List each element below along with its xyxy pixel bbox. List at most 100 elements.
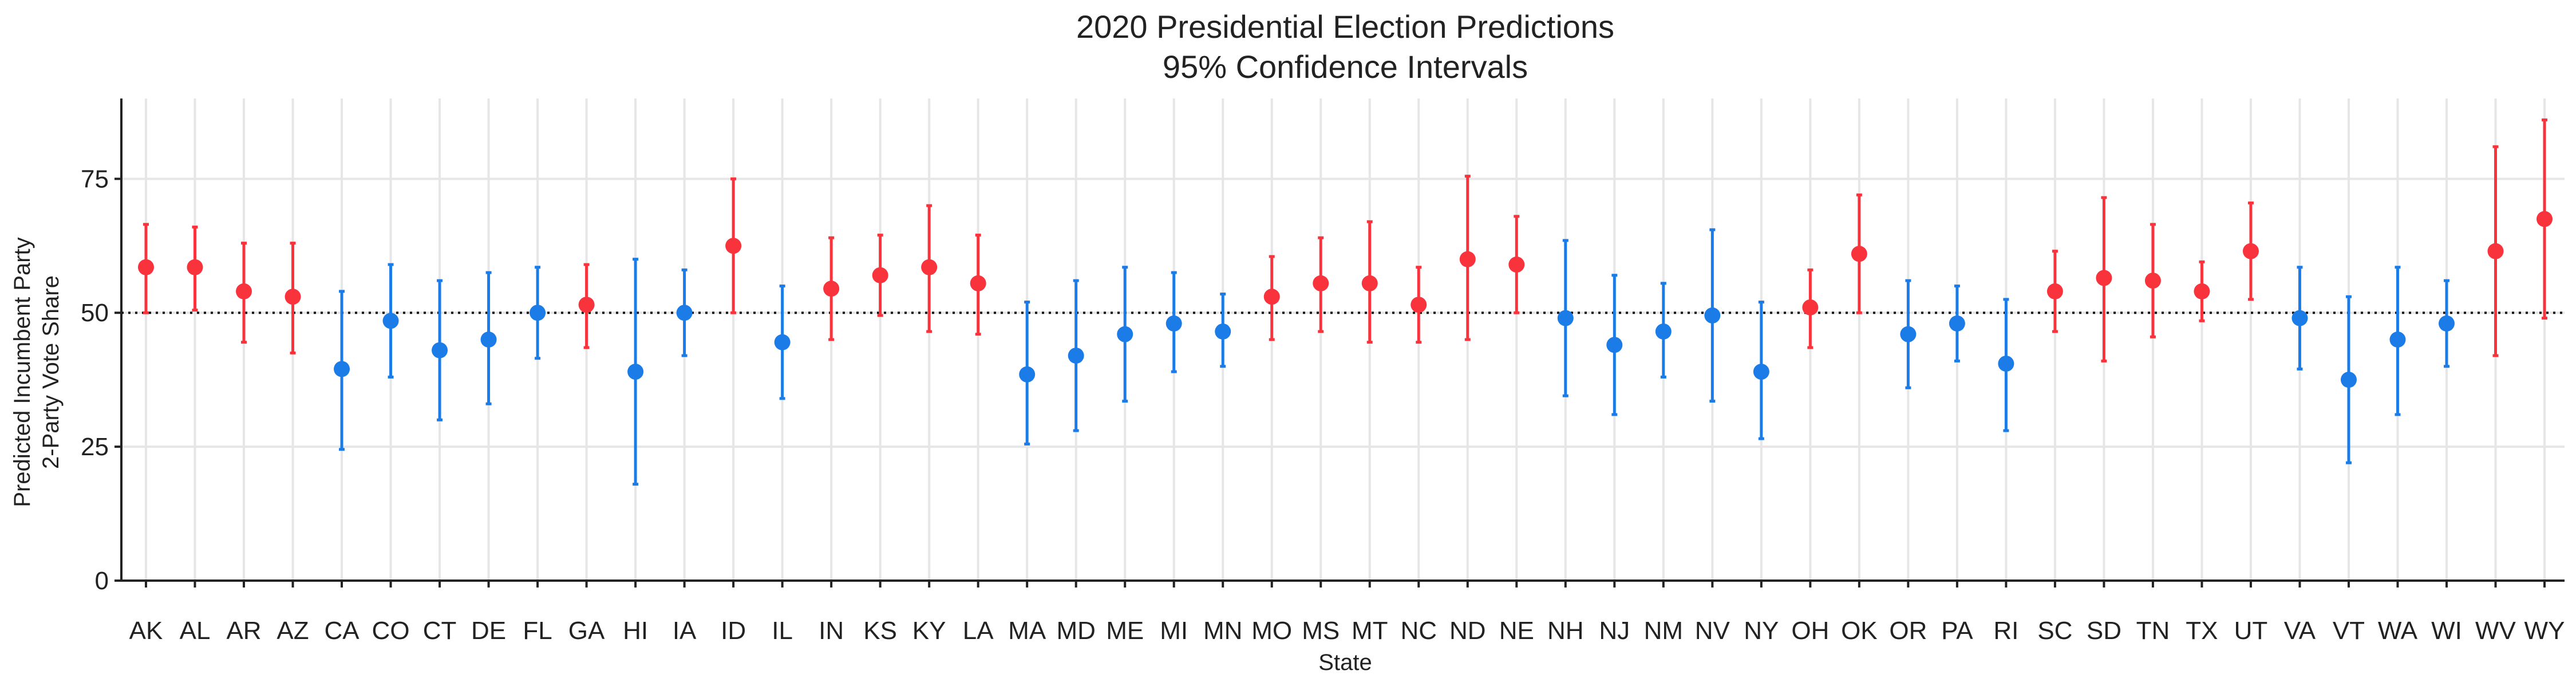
x-tick-label-NM: NM xyxy=(1644,617,1683,645)
point-NE xyxy=(1508,257,1525,273)
x-tick-label-SD: SD xyxy=(2087,617,2121,645)
point-GA xyxy=(578,297,595,313)
y-axis-title-line2: 2-Party Vote Share xyxy=(38,275,64,469)
point-CA xyxy=(334,361,350,377)
point-HI xyxy=(627,364,644,380)
x-tick-label-TX: TX xyxy=(2186,617,2218,645)
y-axis-title-line1: Predicted Incumbent Party xyxy=(10,237,35,507)
point-OK xyxy=(1851,246,1867,262)
x-tick-label-DE: DE xyxy=(471,617,506,645)
x-tick-label-ND: ND xyxy=(1449,617,1486,645)
y-tick-label-50: 50 xyxy=(81,299,109,327)
point-NV xyxy=(1704,307,1721,324)
point-ID xyxy=(725,238,742,254)
x-axis-title: State xyxy=(1318,650,1372,675)
x-tick-label-NE: NE xyxy=(1499,617,1534,645)
x-tick-label-CA: CA xyxy=(324,617,359,645)
x-tick-label-FL: FL xyxy=(523,617,552,645)
point-MO xyxy=(1263,289,1280,305)
point-TN xyxy=(2144,273,2161,289)
x-tick-label-GA: GA xyxy=(568,617,605,645)
point-VA xyxy=(2291,310,2308,326)
point-MI xyxy=(1165,315,1182,332)
x-tick-label-KY: KY xyxy=(912,617,946,645)
point-WA xyxy=(2389,332,2406,348)
point-LA xyxy=(970,275,986,291)
x-tick-label-MI: MI xyxy=(1160,617,1188,645)
x-tick-label-NY: NY xyxy=(1744,617,1779,645)
x-tick-label-OH: OH xyxy=(1791,617,1829,645)
point-WY xyxy=(2537,211,2553,227)
y-tick-label-0: 0 xyxy=(95,567,109,595)
x-tick-label-MO: MO xyxy=(1251,617,1292,645)
point-UT xyxy=(2242,243,2259,259)
chart-title: 2020 Presidential Election Predictions xyxy=(1076,9,1614,45)
x-tick-label-IN: IN xyxy=(819,617,844,645)
x-tick-label-CO: CO xyxy=(372,617,410,645)
x-tick-label-VT: VT xyxy=(2333,617,2365,645)
point-ME xyxy=(1117,326,1133,342)
point-AL xyxy=(187,259,203,275)
x-tick-label-WA: WA xyxy=(2378,617,2418,645)
point-NM xyxy=(1655,323,1672,340)
x-tick-label-AR: AR xyxy=(226,617,261,645)
y-tick-label-75: 75 xyxy=(81,165,109,193)
point-KY xyxy=(921,259,938,275)
point-IN xyxy=(823,281,840,297)
point-AR xyxy=(236,283,252,299)
x-tick-label-OR: OR xyxy=(1889,617,1927,645)
point-CT xyxy=(432,342,448,358)
x-tick-label-NC: NC xyxy=(1400,617,1437,645)
point-CO xyxy=(382,313,399,329)
x-tick-label-ME: ME xyxy=(1106,617,1144,645)
x-tick-label-KS: KS xyxy=(863,617,897,645)
point-IA xyxy=(676,305,693,321)
x-tick-label-IL: IL xyxy=(772,617,793,645)
x-tick-label-VA: VA xyxy=(2284,617,2316,645)
x-tick-label-NJ: NJ xyxy=(1599,617,1630,645)
point-VT xyxy=(2340,372,2357,388)
x-tick-label-MT: MT xyxy=(1352,617,1388,645)
point-ND xyxy=(1459,251,1476,267)
x-tick-label-WV: WV xyxy=(2475,617,2516,645)
plot-area: 0 25 50 75 AK AL AR AZ CA CO CT DE FL GA HI IA ID IL IN KS K… xyxy=(81,98,2565,645)
x-tick-label-AZ: AZ xyxy=(276,617,309,645)
point-SC xyxy=(2046,283,2063,299)
point-MA xyxy=(1019,366,1036,383)
point-NY xyxy=(1753,364,1769,380)
point-FL xyxy=(530,305,546,321)
point-MD xyxy=(1068,348,1084,364)
point-TX xyxy=(2194,283,2210,299)
point-WI xyxy=(2438,315,2455,332)
x-tick-label-OK: OK xyxy=(1841,617,1878,645)
point-MS xyxy=(1313,275,1329,291)
x-tick-label-TN: TN xyxy=(2136,617,2170,645)
point-RI xyxy=(1998,356,2014,372)
x-tick-label-WI: WI xyxy=(2431,617,2462,645)
x-tick-label-MN: MN xyxy=(1203,617,1242,645)
point-OH xyxy=(1802,299,1819,316)
x-tick-label-WY: WY xyxy=(2524,617,2565,645)
chart-subtitle: 95% Confidence Intervals xyxy=(1163,49,1528,85)
x-tick-label-MS: MS xyxy=(1302,617,1340,645)
x-tick-label-UT: UT xyxy=(2234,617,2268,645)
point-SD xyxy=(2096,270,2112,286)
y-tick-label-25: 25 xyxy=(81,433,109,461)
x-tick-label-CT: CT xyxy=(423,617,457,645)
point-PA xyxy=(1949,315,1965,332)
x-tick-label-HI: HI xyxy=(623,617,648,645)
point-OR xyxy=(1900,326,1917,342)
point-NH xyxy=(1557,310,1574,326)
point-WV xyxy=(2487,243,2504,259)
x-tick-label-MA: MA xyxy=(1008,617,1046,645)
point-KS xyxy=(872,267,888,283)
x-tick-label-NV: NV xyxy=(1695,617,1730,645)
x-tick-label-AK: AK xyxy=(129,617,163,645)
point-MT xyxy=(1361,275,1378,291)
x-tick-label-SC: SC xyxy=(2037,617,2072,645)
point-AK xyxy=(138,259,154,275)
x-tick-label-PA: PA xyxy=(1941,617,1973,645)
point-AZ xyxy=(285,289,301,305)
